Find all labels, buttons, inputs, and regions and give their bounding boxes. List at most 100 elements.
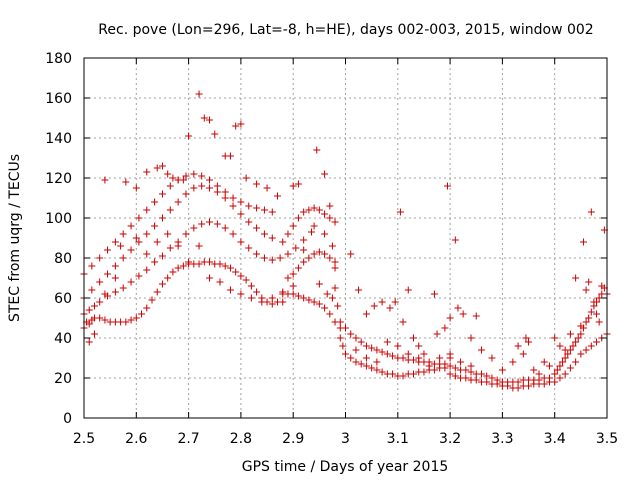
- data-point: [352, 358, 360, 366]
- data-point: [237, 198, 245, 206]
- data-point: [519, 350, 527, 358]
- data-point: [514, 384, 522, 392]
- data-point: [378, 348, 386, 356]
- data-point: [399, 372, 407, 380]
- data-point: [300, 294, 308, 302]
- data-point: [598, 282, 606, 290]
- x-tick-label: 2.9: [282, 431, 304, 447]
- data-point: [111, 288, 119, 296]
- data-point: [96, 314, 104, 322]
- data-point: [352, 334, 360, 342]
- data-point: [564, 350, 572, 358]
- y-tick-label: 40: [54, 331, 72, 347]
- data-point: [430, 366, 438, 374]
- data-point: [347, 354, 355, 362]
- data-point: [373, 358, 381, 366]
- data-point: [127, 222, 135, 230]
- data-point: [190, 224, 198, 232]
- data-point: [229, 230, 237, 238]
- data-point: [572, 358, 580, 366]
- y-tick-label: 180: [45, 51, 72, 67]
- data-point: [378, 368, 386, 376]
- data-point: [90, 302, 98, 310]
- data-point: [310, 298, 318, 306]
- data-point: [545, 362, 553, 370]
- data-point: [577, 350, 585, 358]
- data-point: [268, 294, 276, 302]
- data-point: [430, 290, 438, 298]
- data-point: [119, 230, 127, 238]
- data-point: [370, 302, 378, 310]
- data-point: [467, 334, 475, 342]
- data-point: [399, 318, 407, 326]
- data-point: [274, 192, 282, 200]
- y-tick-label: 160: [45, 91, 72, 107]
- data-point: [284, 250, 292, 258]
- data-point: [389, 352, 397, 360]
- y-tick-label: 0: [63, 411, 72, 427]
- data-point: [362, 310, 370, 318]
- data-point: [143, 304, 151, 312]
- data-point: [540, 358, 548, 366]
- data-point: [226, 152, 234, 160]
- data-point: [242, 276, 250, 284]
- data-point: [179, 262, 187, 270]
- data-point: [237, 272, 245, 280]
- data-point: [195, 242, 203, 250]
- data-point: [195, 90, 203, 98]
- data-point: [551, 378, 559, 386]
- y-tick-label: 120: [45, 171, 72, 187]
- data-point: [260, 254, 268, 262]
- data-point: [415, 354, 423, 362]
- data-point: [85, 338, 93, 346]
- data-point: [462, 366, 470, 374]
- data-point: [514, 378, 522, 386]
- data-point: [462, 374, 470, 382]
- data-point: [441, 360, 449, 368]
- data-point: [216, 260, 224, 268]
- data-point: [315, 300, 323, 308]
- data-point: [328, 294, 336, 302]
- data-point: [158, 162, 166, 170]
- data-point: [289, 290, 297, 298]
- data-point: [323, 290, 331, 298]
- y-tick-label: 60: [54, 291, 72, 307]
- data-point: [237, 290, 245, 298]
- data-point: [300, 236, 308, 244]
- data-point: [498, 366, 506, 374]
- chart-title: Rec. pove (Lon=296, Lat=-8, h=HE), days …: [98, 22, 593, 38]
- data-point: [294, 180, 302, 188]
- data-point: [268, 300, 276, 308]
- data-point: [164, 170, 172, 178]
- data-point: [190, 170, 198, 178]
- data-point: [153, 288, 161, 296]
- data-point: [368, 364, 376, 372]
- data-point: [582, 318, 590, 326]
- data-point: [420, 368, 428, 376]
- data-point: [182, 230, 190, 238]
- data-point: [326, 202, 334, 210]
- data-point: [169, 174, 177, 182]
- data-point: [85, 320, 93, 328]
- data-point: [321, 250, 329, 258]
- data-point: [292, 244, 300, 252]
- data-point: [151, 198, 159, 206]
- data-point: [151, 222, 159, 230]
- data-point: [138, 310, 146, 318]
- data-point: [190, 184, 198, 192]
- data-point: [294, 264, 302, 272]
- data-point: [587, 342, 595, 350]
- data-point: [279, 298, 287, 306]
- data-point: [525, 338, 533, 346]
- data-point: [483, 372, 491, 380]
- data-point: [373, 366, 381, 374]
- data-point: [206, 116, 214, 124]
- data-point: [104, 270, 112, 278]
- data-point: [326, 214, 334, 222]
- data-point: [143, 250, 151, 258]
- data-point: [582, 286, 590, 294]
- data-point: [310, 250, 318, 258]
- data-point: [88, 286, 96, 294]
- data-point: [574, 334, 582, 342]
